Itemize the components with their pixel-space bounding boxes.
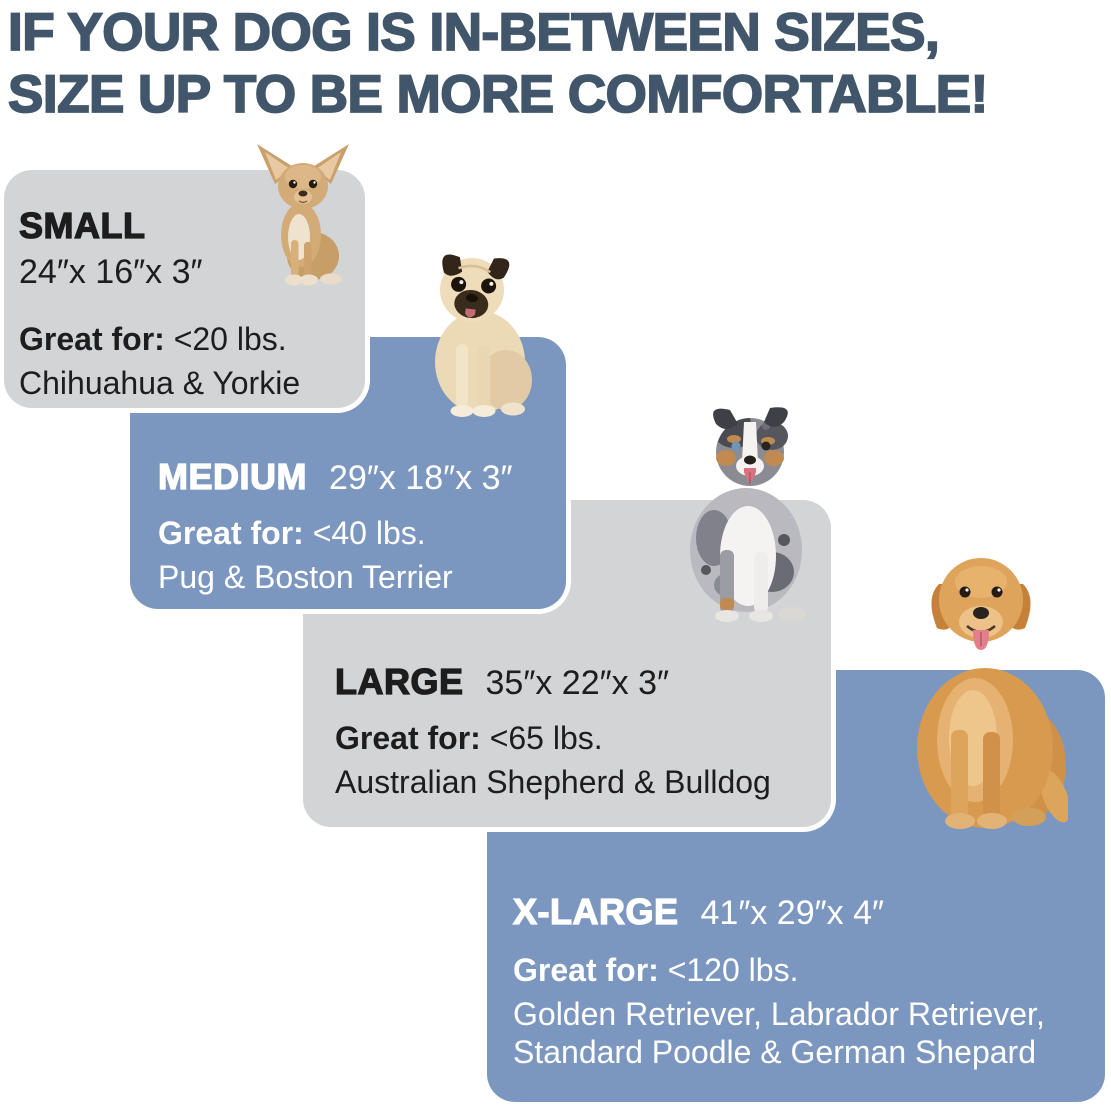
breeds-text: Pug & Boston Terrier — [158, 559, 453, 595]
great-for-text: Great for: <120 lbs. — [513, 951, 1045, 989]
title-row: MEDIUM 29″x 18″x 3″ — [157, 455, 513, 500]
chihuahua-image — [253, 140, 353, 288]
headline-line-1: IF YOUR DOG IS IN-BETWEEN SIZES, — [7, 2, 941, 63]
size-label: LARGE — [334, 660, 464, 702]
great-for-text: Great for: <65 lbs. — [335, 719, 771, 757]
title-row: LARGE 35″x 22″x 3″ — [334, 660, 771, 705]
size-card-small-content: SMALL 24″x 16″x 3″ Great for: <20 lbs. C… — [18, 204, 301, 402]
great-for-text: Great for: <20 lbs. — [19, 320, 300, 358]
size-label: SMALL — [18, 204, 146, 246]
dimensions-text: 29″x 18″x 3″ — [329, 459, 513, 497]
breeds-text: Australian Shepherd & Bulldog — [335, 764, 771, 800]
great-for-text: Great for: <40 lbs. — [158, 514, 513, 552]
golden-retriever-image — [893, 540, 1068, 832]
great-for-label: Great for: — [19, 321, 165, 357]
weight-limit: <40 lbs. — [312, 515, 426, 551]
size-card-large-content: LARGE 35″x 22″x 3″ Great for: <65 lbs. A… — [334, 660, 771, 801]
size-card-xlarge-content: X-LARGE 41″x 29″x 4″ Great for: <120 lbs… — [512, 890, 1045, 1071]
great-for-label: Great for: — [158, 515, 304, 551]
dimensions-text: 24″x 16″x 3″ — [19, 253, 203, 291]
pug-image — [412, 240, 538, 420]
dimensions-text: 35″x 22″x 3″ — [485, 664, 670, 702]
great-for-label: Great for: — [335, 720, 481, 756]
size-card-medium-content: MEDIUM 29″x 18″x 3″ Great for: <40 lbs. … — [157, 455, 513, 596]
weight-limit: <120 lbs. — [667, 952, 799, 988]
title-row: X-LARGE 41″x 29″x 4″ — [512, 890, 1045, 935]
breeds-text: Golden Retriever, Labrador Retriever, St… — [513, 996, 1045, 1070]
weight-limit: <20 lbs. — [173, 321, 287, 357]
great-for-label: Great for: — [513, 952, 659, 988]
dimensions-text: 41″x 29″x 4″ — [700, 894, 885, 932]
headline-line-2: SIZE UP TO BE MORE COMFORTABLE! — [7, 64, 989, 125]
australian-shepherd-image — [668, 400, 828, 625]
breeds-text: Chihuahua & Yorkie — [19, 365, 301, 401]
headline: IF YOUR DOG IS IN-BETWEEN SIZES, SIZE UP… — [7, 2, 1108, 126]
size-label: MEDIUM — [157, 455, 307, 497]
size-label: X-LARGE — [512, 890, 679, 932]
weight-limit: <65 lbs. — [489, 720, 603, 756]
